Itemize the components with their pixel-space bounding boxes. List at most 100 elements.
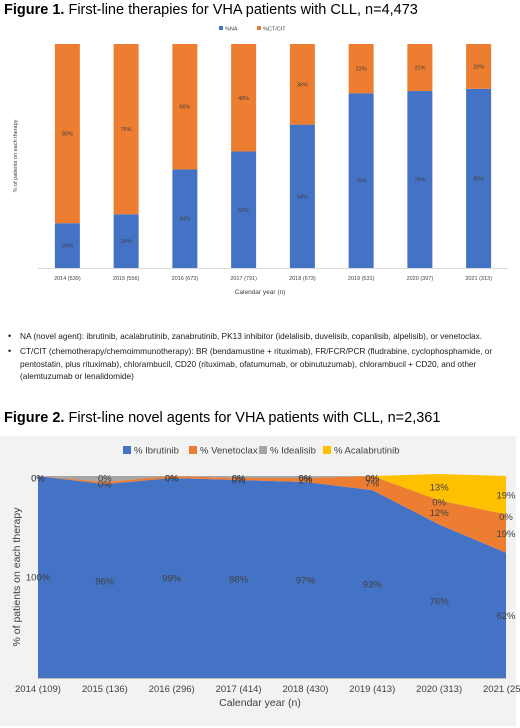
data-label-ibrutinib-3: 98% — [229, 575, 249, 586]
figure-2-caption: First-line novel agents for VHA patients… — [64, 410, 441, 426]
data-label-venetoclax-3: 0% — [232, 476, 246, 487]
data-label-idealisib-4: 0% — [299, 474, 313, 485]
data-label-ct-cit-1: 76% — [121, 127, 132, 133]
bar-ct-cit-5 — [348, 44, 374, 94]
data-label-ct-cit-7: 20% — [473, 64, 484, 70]
data-label-venetoclax-6: 12% — [430, 508, 450, 519]
data-label-idealisib-3: 0% — [232, 474, 246, 485]
data-label-ibrutinib-5: 93% — [363, 580, 383, 591]
footnote-chemotherapy: CT/CIT (chemotherapy/chemoimmunotherapy)… — [0, 345, 520, 382]
area-idealisib — [38, 476, 506, 515]
x-tick-label-7: 2021 (250) — [483, 684, 520, 695]
data-label-idealisib-1: 0% — [98, 474, 112, 485]
x-tick-label-6: 2020 (313) — [416, 684, 462, 695]
footnote-novel-agent: NA (novel agent): ibrutinib, acalabrutin… — [0, 330, 520, 343]
data-label-ct-cit-6: 21% — [414, 66, 425, 72]
data-label-ibrutinib-4: 97% — [296, 576, 316, 587]
figure-2-title: Figure 2. First-line novel agents for VH… — [4, 410, 440, 426]
bar-na-2 — [172, 169, 198, 268]
figure-1-title: Figure 1. First-line therapies for VHA p… — [4, 2, 418, 18]
data-label-na-5: 78% — [356, 179, 367, 185]
data-label-venetoclax-7: 19% — [496, 529, 516, 540]
x-tick-label-3: 2017 (414) — [216, 684, 262, 695]
figure-2-label: Figure 2. — [4, 410, 65, 426]
bar-na-5 — [348, 93, 374, 268]
data-label-idealisib-7: 0% — [499, 512, 513, 523]
data-label-na-0: 20% — [62, 244, 73, 250]
legend-swatch-acalabrutinib — [323, 446, 331, 454]
figure-1-label: Figure 1. — [4, 2, 65, 18]
data-label-na-6: 79% — [414, 178, 425, 184]
data-label-ct-cit-3: 48% — [238, 96, 249, 102]
x-tick-label-2: 2016 (296) — [149, 684, 195, 695]
legend-swatch-idealisib — [259, 446, 267, 454]
x-axis-title: Calendar year (n) — [219, 697, 301, 709]
data-label-acalabrutinib-4: 0% — [299, 474, 313, 485]
data-label-na-4: 64% — [297, 194, 308, 200]
legend-swatch-na — [219, 26, 223, 30]
data-label-venetoclax-2: 0% — [165, 474, 179, 485]
x-tick-label-7: 2021 (313) — [465, 276, 492, 282]
figure-1-stacked-bar-chart: %NA %CT/CIT 20% 80% 2014 (539) 24% 76% 2015 (55… — [13, 26, 508, 296]
area-venetoclax — [38, 476, 506, 553]
data-label-acalabrutinib-6: 13% — [430, 483, 450, 494]
legend-swatch-venetoclax — [189, 446, 197, 454]
data-label-idealisib-2: 0% — [165, 474, 179, 485]
data-label-na-7: 80% — [473, 176, 484, 182]
bar-ct-cit-4 — [289, 44, 315, 125]
figure-2-stacked-area-chart: % Ibrutinib % Venetoclax % Idealisib % Acal… — [0, 436, 520, 726]
bar-ct-cit-3 — [231, 44, 257, 152]
y-axis-title: % of patients on each therapy — [13, 119, 19, 192]
data-label-na-3: 52% — [238, 208, 249, 214]
data-label-acalabrutinib-7: 19% — [496, 491, 516, 502]
data-label-acalabrutinib-5: 0% — [365, 474, 379, 485]
legend-label-acalabrutinib: % Acalabrutinib — [334, 446, 399, 457]
data-label-idealisib-6: 0% — [432, 498, 446, 509]
bar-ct-cit-0 — [54, 44, 80, 224]
bar-na-6 — [407, 91, 433, 268]
legend-label-idealisib: % Idealisib — [270, 446, 316, 457]
bar-na-7 — [466, 88, 492, 268]
x-tick-label-6: 2020 (397) — [407, 276, 434, 282]
x-tick-label-4: 2018 (430) — [282, 684, 328, 695]
data-label-ibrutinib-1: 96% — [95, 577, 115, 588]
area-ibrutinib — [38, 476, 506, 678]
data-label-ct-cit-0: 80% — [62, 132, 73, 138]
data-label-idealisib-5: 0% — [365, 474, 379, 485]
data-label-venetoclax-0: 0% — [31, 474, 45, 485]
data-label-venetoclax-4: 2% — [299, 476, 313, 487]
data-label-ct-cit-2: 56% — [179, 105, 190, 111]
bar-na-0 — [54, 223, 80, 268]
x-tick-label-3: 2017 (791) — [230, 276, 257, 282]
legend-swatch-ibrutinib — [123, 446, 131, 454]
data-label-acalabrutinib-3: 0% — [232, 474, 246, 485]
footnotes-list: NA (novel agent): ibrutinib, acalabrutin… — [0, 330, 520, 386]
bar-ct-cit-2 — [172, 44, 198, 170]
data-label-na-1: 24% — [121, 239, 132, 245]
legend-swatch-ct-cit — [257, 26, 261, 30]
data-label-ct-cit-5: 22% — [356, 67, 367, 73]
data-label-idealisib-0: 0% — [31, 474, 45, 485]
x-tick-label-0: 2014 (109) — [15, 684, 61, 695]
x-axis-title: Calendar year (n) — [235, 289, 286, 296]
data-label-na-2: 44% — [179, 217, 190, 223]
figure-1-caption: First-line therapies for VHA patients wi… — [64, 2, 418, 18]
data-label-ibrutinib-6: 76% — [430, 597, 450, 608]
x-tick-label-5: 2019 (531) — [348, 276, 375, 282]
x-tick-label-5: 2019 (413) — [349, 684, 395, 695]
data-label-ibrutinib-0: 100% — [26, 573, 51, 584]
legend-label-ibrutinib: % Ibrutinib — [134, 446, 179, 457]
legend-label-venetoclax: % Venetoclax — [200, 446, 258, 457]
data-label-acalabrutinib-2: 0% — [165, 474, 179, 485]
data-label-ibrutinib-2: 99% — [162, 574, 182, 585]
y-axis-title: % of patients on each therapy — [11, 507, 23, 647]
bar-na-4 — [289, 124, 315, 268]
legend-label-na: %NA — [225, 27, 238, 33]
bar-ct-cit-1 — [113, 44, 139, 215]
data-label-ibrutinib-7: 62% — [496, 611, 516, 622]
area-acalabrutinib — [38, 473, 506, 515]
x-tick-label-2: 2016 (673) — [172, 276, 199, 282]
x-tick-label-0: 2014 (539) — [54, 276, 81, 282]
data-label-ct-cit-4: 36% — [297, 82, 308, 88]
x-tick-label-1: 2015 (556) — [113, 276, 140, 282]
